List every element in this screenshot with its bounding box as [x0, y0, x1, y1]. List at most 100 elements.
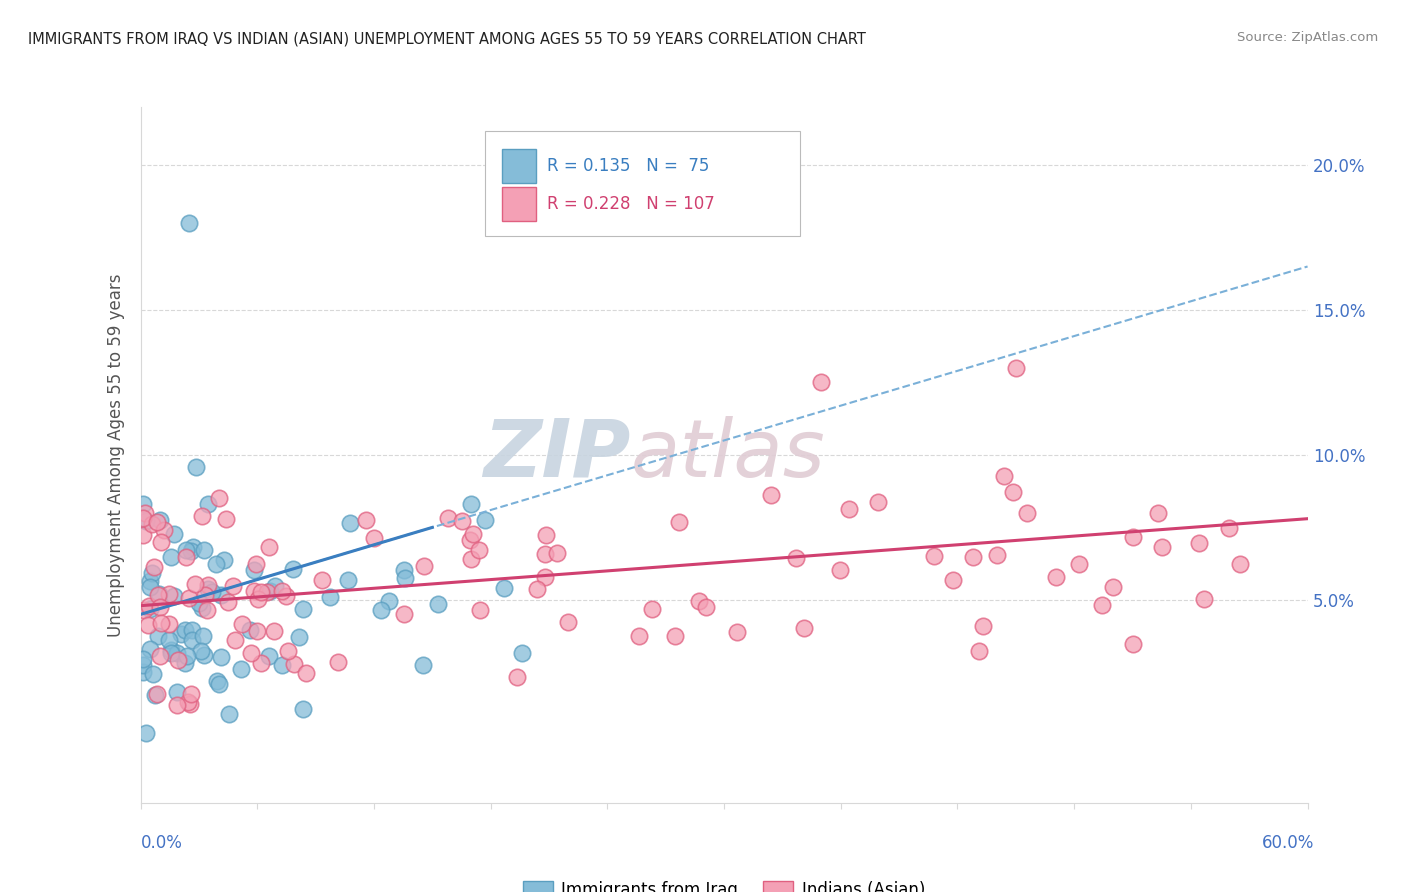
Point: [1122, 637, 1144, 651]
Point: [271, 584, 294, 599]
Point: [159, 646, 181, 660]
Point: [180, 544, 202, 558]
Point: [208, 491, 231, 505]
Point: [257, 540, 280, 554]
Point: [131, 497, 153, 511]
Point: [197, 582, 219, 596]
Point: [173, 623, 195, 637]
Point: [810, 376, 832, 390]
Point: [191, 509, 214, 524]
Point: [319, 590, 342, 604]
Point: [695, 600, 717, 615]
Point: [492, 581, 515, 595]
Point: [162, 527, 184, 541]
Point: [146, 588, 169, 602]
Point: [506, 670, 529, 684]
Point: [135, 725, 157, 739]
Text: atlas: atlas: [631, 416, 825, 494]
Point: [557, 615, 579, 629]
Point: [181, 540, 204, 554]
Point: [1005, 361, 1028, 376]
Point: [166, 685, 188, 699]
Point: [181, 623, 204, 637]
Point: [259, 583, 281, 598]
Point: [1045, 570, 1067, 584]
Point: [166, 646, 188, 660]
Point: [160, 642, 183, 657]
Point: [209, 649, 232, 664]
Point: [132, 603, 155, 617]
Point: [179, 216, 201, 230]
Point: [231, 616, 253, 631]
Point: [170, 627, 193, 641]
Point: [759, 488, 782, 502]
Point: [392, 607, 415, 622]
Point: [460, 497, 482, 511]
Point: [291, 602, 314, 616]
Point: [187, 596, 209, 610]
Text: Source: ZipAtlas.com: Source: ZipAtlas.com: [1237, 31, 1378, 45]
Point: [179, 697, 201, 711]
Point: [474, 513, 496, 527]
Point: [157, 587, 180, 601]
Point: [157, 617, 180, 632]
Text: IMMIGRANTS FROM IRAQ VS INDIAN (ASIAN) UNEMPLOYMENT AMONG AGES 55 TO 59 YEARS CO: IMMIGRANTS FROM IRAQ VS INDIAN (ASIAN) U…: [28, 31, 866, 46]
Point: [412, 559, 434, 574]
Point: [167, 653, 190, 667]
Point: [174, 550, 197, 565]
Point: [256, 585, 278, 599]
Point: [194, 588, 217, 602]
Point: [993, 469, 1015, 483]
Point: [436, 510, 458, 524]
Point: [139, 580, 162, 594]
Point: [204, 558, 226, 572]
Point: [221, 579, 243, 593]
Point: [217, 595, 239, 609]
Point: [149, 616, 172, 631]
Point: [460, 552, 482, 566]
Text: R = 0.135   N =  75: R = 0.135 N = 75: [547, 157, 709, 175]
Point: [160, 549, 183, 564]
Point: [176, 648, 198, 663]
Point: [249, 656, 271, 670]
Point: [229, 662, 252, 676]
Point: [526, 582, 548, 597]
Point: [138, 599, 160, 613]
Point: [181, 633, 204, 648]
FancyBboxPatch shape: [502, 187, 536, 221]
Point: [1150, 540, 1173, 554]
Point: [830, 563, 852, 577]
Point: [1218, 521, 1240, 535]
Point: [354, 513, 377, 527]
Point: [191, 601, 214, 615]
Point: [149, 599, 172, 614]
Point: [193, 542, 215, 557]
Point: [131, 665, 153, 679]
Point: [177, 591, 200, 605]
Point: [370, 603, 392, 617]
Point: [184, 460, 207, 475]
Point: [263, 624, 285, 639]
Point: [467, 542, 489, 557]
Point: [212, 553, 235, 567]
Point: [295, 665, 318, 680]
Point: [534, 528, 557, 542]
Point: [785, 551, 807, 566]
Point: [1122, 530, 1144, 544]
Point: [176, 543, 198, 558]
Point: [942, 573, 965, 587]
Point: [972, 619, 994, 633]
Point: [427, 597, 450, 611]
Point: [838, 502, 860, 516]
Point: [180, 687, 202, 701]
Text: 60.0%: 60.0%: [1263, 834, 1315, 852]
Point: [239, 646, 262, 660]
Point: [339, 516, 361, 531]
Point: [143, 560, 166, 574]
Point: [132, 652, 155, 666]
Point: [546, 546, 568, 560]
Point: [245, 557, 267, 571]
Y-axis label: Unemployment Among Ages 55 to 59 years: Unemployment Among Ages 55 to 59 years: [107, 273, 125, 637]
Point: [243, 562, 266, 576]
Point: [131, 658, 153, 673]
